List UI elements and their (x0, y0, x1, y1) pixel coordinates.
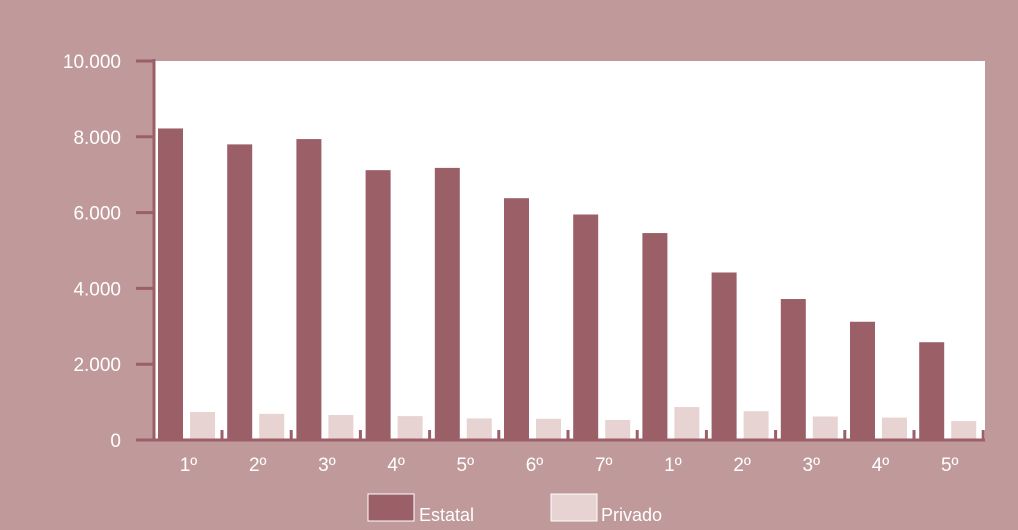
x-tick-label: 3º (803, 455, 821, 476)
legend-label-privado: Privado (601, 505, 662, 525)
y-axis-ticks: 0 2.000 4.000 6.000 8.000 10.000 (63, 52, 154, 452)
bar-estatal-5 (434, 167, 460, 441)
y-tick-label: 4.000 (73, 279, 121, 300)
plot-area (154, 61, 985, 440)
x-axis-ticks: 1º 2º 3º 4º 5º 6º 7º 1º 2º 3º 4º 5º (180, 430, 985, 476)
bar-privado-4 (397, 416, 423, 440)
x-tick-label: 4º (872, 455, 890, 476)
x-tick-label: 5º (941, 455, 959, 476)
x-tick-label: 2º (249, 455, 267, 476)
bar-privado-10 (812, 416, 838, 440)
legend: Estatal Privado (367, 493, 662, 525)
bar-estatal-2 (227, 144, 253, 440)
bar-estatal-9 (711, 272, 737, 440)
x-tick-label: 1º (664, 455, 682, 476)
bar-privado-11 (882, 417, 907, 440)
bar-estatal-6 (504, 198, 529, 440)
bar-privado-6 (536, 418, 561, 440)
y-tick-label: 8.000 (73, 128, 121, 149)
y-tick-label: 10.000 (63, 52, 121, 73)
bar-privado-12 (951, 421, 977, 440)
x-tick-label: 1º (180, 455, 198, 476)
y-tick-label: 6.000 (73, 204, 121, 225)
bar-estatal-4 (365, 170, 391, 441)
bar-estatal-11 (850, 321, 875, 440)
x-tick-label: 7º (595, 455, 613, 476)
x-tick-label: 4º (387, 455, 405, 476)
bar-estatal-7 (573, 214, 599, 440)
bars-group (158, 128, 977, 441)
legend-swatch-estatal (367, 493, 415, 522)
x-tick-label: 2º (733, 455, 751, 476)
bar-privado-8 (674, 407, 700, 440)
legend-swatch-privado (550, 493, 598, 522)
x-tick-label: 5º (457, 455, 475, 476)
bar-estatal-3 (296, 139, 322, 440)
bar-privado-1 (190, 411, 215, 440)
bar-privado-5 (466, 418, 492, 440)
bar-estatal-1 (158, 128, 183, 440)
y-tick-label: 2.000 (73, 355, 121, 376)
legend-label-estatal: Estatal (419, 505, 474, 525)
bar-privado-7 (605, 419, 631, 440)
bar-privado-9 (743, 411, 769, 440)
x-tick-label: 6º (526, 455, 544, 476)
bar-estatal-10 (780, 299, 806, 440)
bar-privado-2 (259, 413, 285, 440)
bar-privado-3 (328, 414, 354, 440)
x-tick-label: 3º (318, 455, 336, 476)
bar-estatal-12 (919, 342, 945, 440)
y-tick-label: 0 (110, 431, 121, 452)
bar-estatal-8 (642, 233, 668, 440)
